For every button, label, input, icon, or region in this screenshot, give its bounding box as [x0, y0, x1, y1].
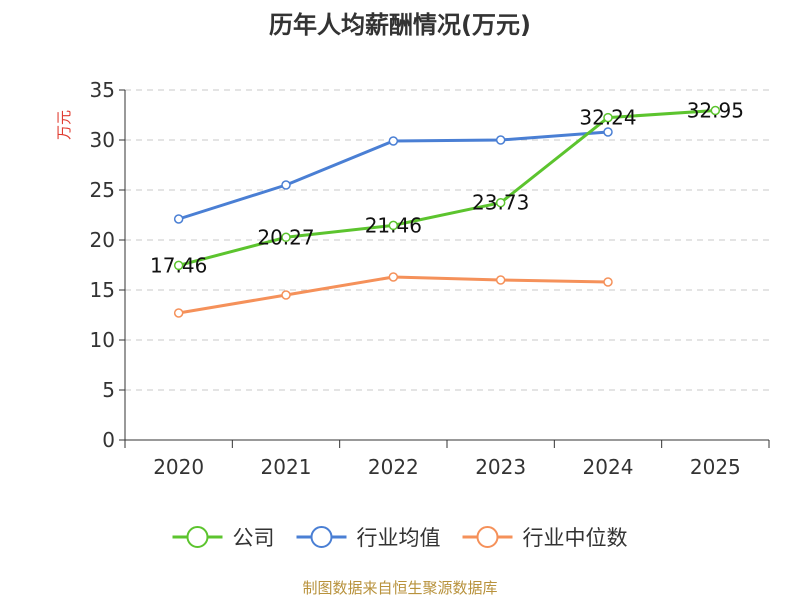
data-point	[603, 112, 613, 123]
data-point	[281, 180, 291, 190]
legend-item[interactable]: 行业中位数	[462, 526, 628, 550]
legend-marker-icon	[476, 526, 499, 548]
data-point	[603, 277, 613, 287]
x-tick-label: 2023	[475, 455, 526, 479]
series-line	[178, 109, 716, 267]
data-label: 23.73	[472, 191, 529, 215]
chart-title: 历年人均薪酬情况(万元)	[269, 11, 531, 39]
grid-layer	[125, 89, 769, 391]
y-tick-label: 30	[90, 128, 115, 152]
data-point	[173, 308, 184, 318]
source-note: 制图数据来自恒生聚源数据库	[302, 579, 497, 597]
y-tick-label: 5	[102, 378, 115, 402]
y-axis-label: 万元	[55, 110, 73, 140]
legend-marker-icon	[186, 526, 209, 548]
data-point	[388, 136, 399, 146]
data-label-layer: 17.46 20.27 21.46 23.73 32.24 32.95	[150, 99, 744, 278]
data-point	[495, 135, 506, 145]
legend-item[interactable]: 公司	[172, 526, 275, 550]
series-line	[178, 275, 609, 315]
y-tick-label: 20	[90, 228, 115, 252]
legend: 公司 行业均值 行业中位数	[172, 526, 628, 550]
data-point	[495, 275, 506, 285]
legend-item[interactable]: 行业均值	[296, 526, 441, 550]
y-tick-label: 25	[90, 178, 115, 202]
y-tick-label: 15	[90, 278, 115, 302]
y-tick-label: 0	[102, 428, 115, 452]
data-point	[710, 105, 721, 116]
data-point	[388, 220, 399, 231]
legend-label: 行业中位数	[523, 526, 628, 550]
series-layer	[173, 105, 721, 318]
legend-marker-icon	[310, 526, 333, 548]
x-tick-label: 2022	[368, 455, 419, 479]
legend-label: 行业均值	[357, 526, 441, 550]
data-point	[173, 214, 184, 224]
legend-label: 公司	[233, 526, 275, 550]
x-tick-label: 2021	[261, 455, 312, 479]
data-point	[388, 272, 399, 282]
data-point	[173, 260, 184, 271]
data-point	[495, 197, 506, 208]
data-point	[281, 290, 291, 300]
data-label: 21.46	[365, 213, 422, 237]
y-tick-label: 35	[90, 78, 115, 102]
y-tick-label: 10	[90, 328, 115, 352]
data-label: 32.24	[579, 106, 636, 130]
data-point	[603, 127, 613, 137]
x-tick-label: 2025	[690, 455, 741, 479]
x-tick-label: 2024	[583, 455, 634, 479]
x-tick-label: 2020	[153, 455, 204, 479]
data-point	[281, 232, 291, 243]
data-label: 17.46	[150, 253, 207, 277]
data-label: 32.95	[687, 99, 744, 123]
data-label: 20.27	[257, 225, 314, 249]
